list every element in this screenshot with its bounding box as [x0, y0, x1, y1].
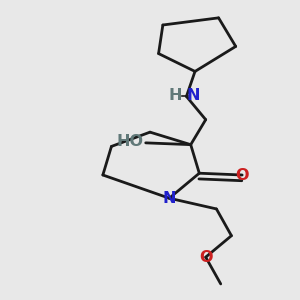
- Text: O: O: [199, 250, 212, 265]
- Text: H: H: [169, 88, 182, 103]
- Text: HO: HO: [117, 134, 144, 148]
- Text: O: O: [236, 167, 249, 182]
- Text: N: N: [186, 88, 200, 103]
- Text: N: N: [163, 191, 176, 206]
